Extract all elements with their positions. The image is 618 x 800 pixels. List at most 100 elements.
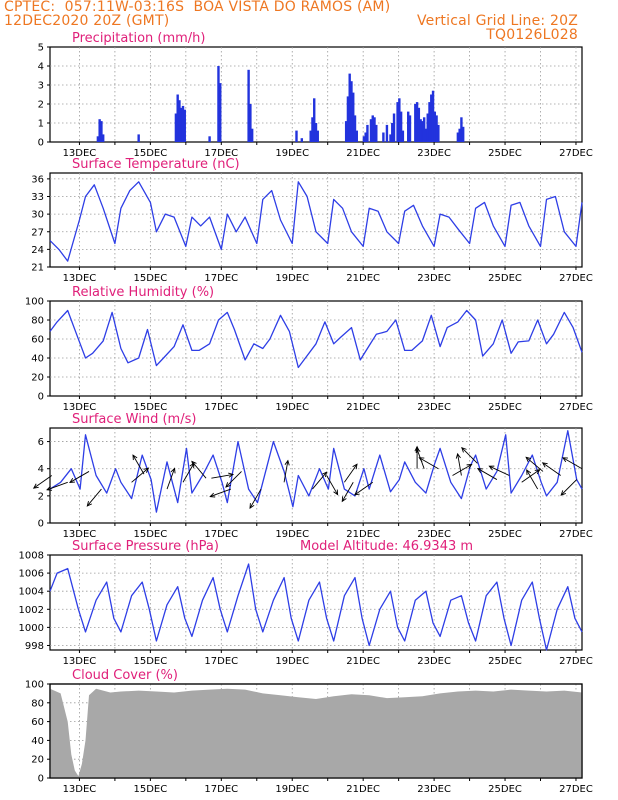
precipitation-bar [100,121,103,142]
x-tick-label: 25DEC [488,148,522,159]
wind-arrow [210,488,232,498]
wind-arrow [225,471,242,488]
wind-arrow [457,453,462,476]
y-tick-label: 1008 [19,551,44,562]
wind-arrow [182,463,195,483]
wind-arrow [69,471,90,483]
precipitation-bar [247,69,250,142]
precipitation-bar [458,128,461,142]
wind-arrow-head [333,489,339,496]
y-tick-label: 998 [25,641,44,652]
x-tick-label: 19DEC [275,656,309,667]
precipitation-bar [350,81,353,142]
precipitation-bar [311,117,314,142]
wind-arrow-head [466,463,473,469]
wind-arrow [283,460,289,483]
precipitation-bar [250,128,254,142]
wind-arrow-head [560,490,566,496]
x-tick-label: 25DEC [488,529,522,540]
precipitation-bar [353,115,357,142]
y-tick-label: 1000 [19,623,44,634]
x-tick-label: 21DEC [346,784,380,795]
wind-arrow-head [418,457,425,463]
wind-arrow-head [228,472,235,478]
precipitation-bar [389,134,392,142]
precipitation-bar [217,66,220,142]
precipitation-bar [407,111,410,142]
precipitation-bar [421,121,424,142]
precipitation-bar [180,107,183,142]
wind-arrow-head [541,462,548,468]
precipitation-bar [314,123,318,142]
wind-arrow-head [132,454,138,461]
precipitation-bar [181,105,185,142]
series-line [49,430,583,513]
y-tick-label: 24 [31,245,44,256]
wind-arrow-head [525,456,532,463]
precipitation-bar [431,90,435,142]
x-tick-label: 21DEC [346,529,380,540]
header-datetime: 12DEC2020 20Z (GMT) [4,13,170,29]
precipitation-bar [435,115,438,142]
x-tick-label: 23DEC [417,529,451,540]
x-tick-label: 21DEC [346,656,380,667]
y-tick-label: 2 [38,100,44,111]
precipitation-bar [300,138,304,142]
x-tick-label: 25DEC [488,784,522,795]
panel-title: Surface Temperature (nC) [72,157,240,172]
x-tick-label: 19DEC [275,402,309,413]
y-tick-label: 6 [38,437,44,448]
x-tick-label: 13DEC [63,148,97,159]
x-tick-label: 13DEC [63,784,97,795]
x-tick-label: 23DEC [417,148,451,159]
wind-arrow [312,471,327,490]
precipitation-bar [249,104,252,142]
precipitation-bar [415,102,419,142]
wind-arrow-head [249,503,255,510]
x-tick-label: 13DEC [63,402,97,413]
series-line [49,181,583,262]
x-tick-label: 15DEC [134,656,168,667]
x-tick-label: 15DEC [134,402,168,413]
panel-title: Surface Pressure (hPa) [72,539,219,554]
wind-arrow [132,454,145,475]
wind-arrow [326,475,339,495]
wind-arrow [419,457,439,470]
panel-frame-overlay [49,683,583,779]
panel-frame [49,300,583,397]
precipitation-bar [460,117,463,142]
y-tick-label: 40 [31,736,44,747]
y-tick-label: 1002 [19,605,44,616]
wind-arrow-head [69,478,75,483]
y-tick-label: 27 [31,227,44,238]
x-tick-label: 23DEC [417,402,451,413]
y-tick-label: 3 [38,81,44,92]
y-tick-label: 80 [31,316,44,327]
x-tick-label: 23DEC [417,656,451,667]
panel-frame [49,554,583,651]
y-tick-label: 1004 [19,587,44,598]
y-tick-label: 0 [38,138,44,149]
precipitation-bar [208,136,211,142]
precipitation-bar [430,94,433,142]
y-tick-label: 40 [31,354,44,365]
x-tick-label: 27DEC [559,148,593,159]
x-tick-label: 13DEC [63,656,97,667]
precipitation-bar [364,132,367,142]
y-tick-label: 60 [31,717,44,728]
wind-arrow-head [353,490,360,496]
precipitation-bar [309,130,312,142]
x-tick-label: 17DEC [204,529,238,540]
wind-arrow [452,464,472,476]
precipitation-bar [456,132,460,142]
precipitation-bar [391,123,394,142]
x-tick-label: 25DEC [488,273,522,284]
wind-arrow [211,473,234,479]
x-tick-label: 17DEC [204,273,238,284]
precipitation-bar [352,92,355,142]
wind-arrow [344,464,358,483]
wind-arrow-head [341,496,347,503]
wind-arrow [521,469,540,483]
precipitation-bar [382,132,385,142]
wind-arrow [526,469,539,490]
